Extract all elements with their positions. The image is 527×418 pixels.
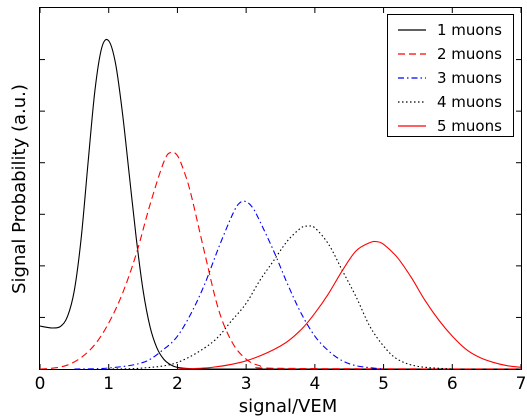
legend-label-3: 3 muons	[437, 69, 502, 87]
series-line-3	[74, 200, 384, 370]
x-tick-label: 7	[516, 374, 527, 394]
x-tick-label: 1	[103, 374, 114, 394]
plot-area: 0 1 2 3 4 5 6 7	[35, 7, 527, 394]
x-tick-label: 4	[309, 374, 320, 394]
legend-box	[387, 14, 514, 137]
y-axis-title: Signal Probability (a.u.)	[9, 84, 30, 294]
legend-label-1: 1 muons	[437, 21, 502, 39]
x-tick-label: 3	[241, 374, 252, 394]
x-tick-label: 2	[172, 374, 183, 394]
legend: 1 muons 2 muons 3 muons 4 muons 5 muons	[387, 14, 514, 137]
series-layer	[39, 38, 522, 370]
x-axis: 0 1 2 3 4 5 6 7	[35, 8, 527, 394]
series-line-4	[108, 225, 453, 370]
series-line-5	[177, 240, 522, 370]
x-tick-label: 6	[447, 374, 458, 394]
legend-label-2: 2 muons	[437, 45, 502, 63]
series-line-2	[39, 151, 522, 370]
x-axis-title: signal/VEM	[239, 396, 338, 417]
x-tick-label: 5	[378, 374, 389, 394]
legend-label-4: 4 muons	[437, 93, 502, 111]
y-axis	[40, 59, 521, 318]
x-tick-label: 0	[35, 374, 46, 394]
legend-label-5: 5 muons	[437, 117, 502, 135]
